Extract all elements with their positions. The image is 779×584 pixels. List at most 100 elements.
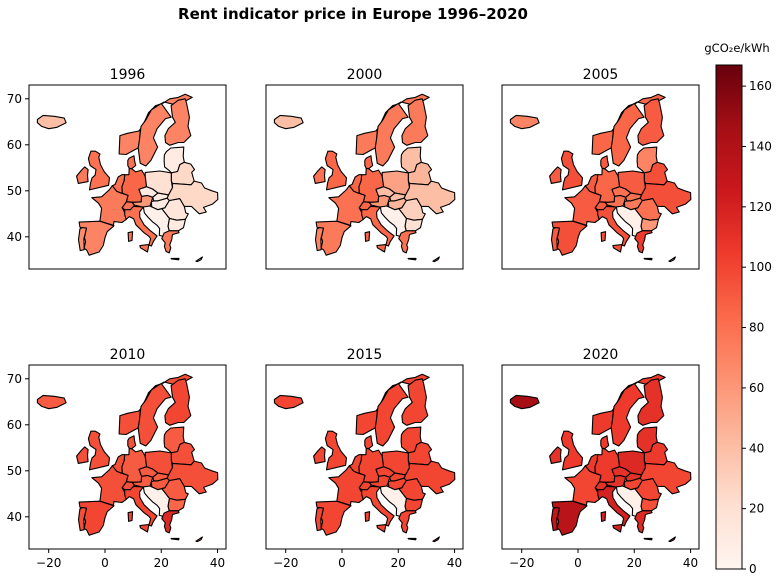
country-france	[91, 185, 129, 226]
colorbar-tick-label: 120	[749, 200, 772, 214]
x-tick-label: 40	[447, 556, 462, 570]
country-ireland	[76, 446, 89, 464]
panel-frame	[265, 84, 464, 270]
country-sicily	[139, 524, 150, 533]
country-denmark	[600, 435, 610, 450]
panel-title: 2020	[583, 347, 619, 363]
panel-frame	[265, 364, 464, 550]
country-uk	[87, 150, 111, 191]
country-sardinia	[127, 511, 134, 522]
y-tick-label: 50	[7, 184, 22, 198]
colorbar-gradient	[715, 64, 743, 570]
country-ukraine	[403, 460, 456, 495]
country-bulgaria	[404, 217, 424, 232]
country-sweden	[610, 382, 645, 447]
country-ireland	[76, 166, 89, 184]
country-layer	[273, 373, 456, 543]
country-greece	[161, 510, 180, 534]
panel-title: 2015	[347, 347, 383, 363]
country-denmark	[127, 155, 137, 170]
country-crete	[170, 537, 180, 541]
y-tick-label: 50	[7, 464, 22, 478]
country-sicily	[139, 244, 150, 253]
country-sardinia	[127, 231, 134, 242]
panel-title: 2010	[110, 347, 146, 363]
colorbar-ticks: 0 20 40 60 80 100 120 140 160	[742, 79, 772, 576]
x-tick-label: 40	[683, 556, 698, 570]
country-ireland	[549, 446, 562, 464]
country-ireland	[549, 166, 562, 184]
map-panel-2005: 2005	[501, 67, 700, 270]
figure-title: Rent indicator price in Europe 1996–2020	[178, 5, 528, 23]
x-tick-label: −20	[509, 556, 534, 570]
country-portugal	[550, 507, 560, 532]
country-greece	[398, 510, 417, 534]
colorbar-tick-label: 80	[749, 321, 764, 335]
y-tick-label: 70	[7, 92, 22, 106]
country-sardinia	[364, 511, 371, 522]
y-tick-label: 40	[7, 230, 22, 244]
x-tick-label: 20	[391, 556, 406, 570]
country-bulgaria	[167, 497, 187, 512]
country-portugal	[314, 227, 324, 252]
country-benelux	[111, 454, 126, 474]
colorbar-tick-label: 100	[749, 260, 772, 274]
panel-frame	[501, 364, 700, 550]
country-france	[91, 465, 129, 506]
country-benelux	[584, 454, 599, 474]
colorbar-tick-label: 40	[749, 441, 764, 455]
y-tick-label: 40	[7, 510, 22, 524]
country-greece	[634, 510, 653, 534]
country-uk	[560, 430, 584, 471]
country-uk	[87, 430, 111, 471]
country-sweden	[374, 102, 409, 167]
country-sicily	[612, 244, 623, 253]
country-benelux	[111, 174, 126, 194]
x-tick-label: 0	[101, 556, 109, 570]
country-denmark	[600, 155, 610, 170]
country-sweden	[610, 102, 645, 167]
country-uk	[560, 150, 584, 191]
country-france	[564, 465, 602, 506]
country-layer	[36, 373, 219, 543]
country-bulgaria	[167, 217, 187, 232]
colorbar: gCO₂e/kWh 0 20 40 60 80 100 120 140 160	[704, 41, 772, 576]
country-portugal	[77, 507, 87, 532]
country-layer	[273, 93, 456, 263]
country-crete	[407, 537, 417, 541]
panel-title: 2005	[583, 67, 619, 83]
map-panel-2010: 2010 40 50 60 70 −20 0 20 40	[7, 347, 227, 570]
map-panel-2020: 2020 −20 0 20 40	[501, 347, 700, 570]
country-portugal	[550, 227, 560, 252]
country-iceland	[36, 114, 67, 130]
x-tick-label: 0	[338, 556, 346, 570]
country-layer	[36, 93, 219, 263]
x-tick-label: 20	[154, 556, 169, 570]
country-ukraine	[166, 180, 219, 215]
y-tick-label: 60	[7, 418, 22, 432]
country-finland	[637, 98, 665, 146]
country-france	[328, 465, 366, 506]
country-cyprus	[668, 536, 676, 543]
country-france	[328, 185, 366, 226]
country-cyprus	[195, 256, 203, 263]
colorbar-label: gCO₂e/kWh	[704, 41, 769, 55]
y-tick-label: 70	[7, 372, 22, 386]
country-sweden	[374, 382, 409, 447]
panel-frame	[28, 84, 227, 270]
y-tick-label: 60	[7, 138, 22, 152]
country-crete	[407, 257, 417, 261]
colorbar-tick-label: 140	[749, 139, 772, 153]
country-uk	[324, 150, 348, 191]
country-denmark	[364, 435, 374, 450]
country-ukraine	[639, 180, 692, 215]
country-france	[564, 185, 602, 226]
country-sweden	[137, 102, 172, 167]
country-finland	[164, 98, 192, 146]
country-sardinia	[600, 231, 607, 242]
country-ireland	[313, 446, 326, 464]
country-ireland	[313, 166, 326, 184]
